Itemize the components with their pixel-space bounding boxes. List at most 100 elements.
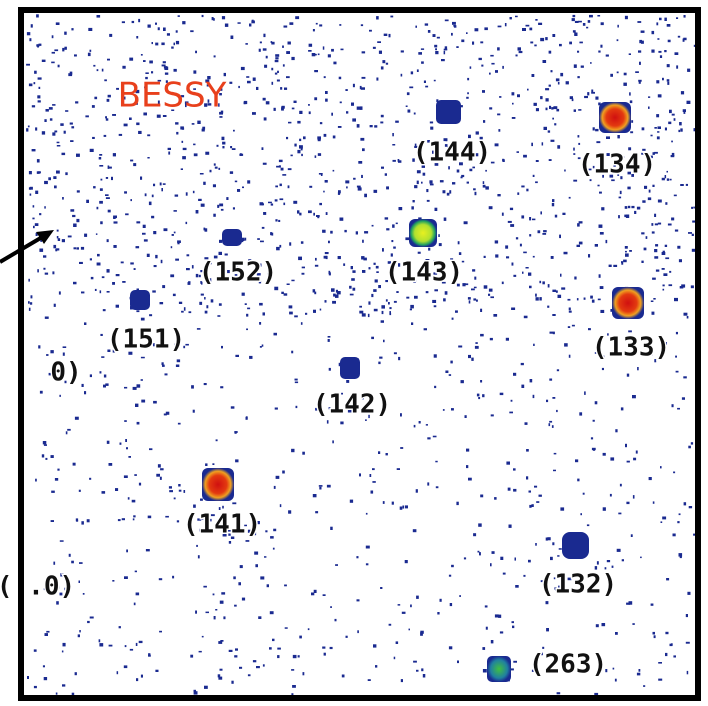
noise-dot: [271, 41, 275, 45]
noise-dot: [232, 502, 237, 505]
noise-dot: [596, 561, 599, 565]
noise-dot: [592, 419, 595, 422]
noise-dot: [513, 468, 516, 471]
noise-dot: [271, 232, 274, 236]
noise-dot: [573, 147, 575, 151]
noise-dot: [113, 215, 117, 219]
noise-dot: [359, 305, 362, 308]
noise-dot: [36, 14, 39, 18]
noise-dot: [500, 556, 504, 560]
noise-dot: [499, 631, 504, 634]
noise-dot: [356, 106, 361, 110]
noise-dot: [41, 131, 46, 135]
noise-dot: [245, 540, 250, 542]
noise-dot: [82, 593, 85, 595]
noise-dot: [489, 72, 491, 75]
noise-dot: [260, 576, 265, 580]
noise-dot: [531, 74, 535, 77]
noise-dot: [474, 191, 477, 196]
noise-dot: [230, 406, 235, 409]
noise-dot: [377, 41, 381, 43]
noise-dot: [458, 252, 462, 255]
noise-dot: [335, 564, 338, 566]
noise-dot: [485, 186, 489, 190]
noise-dot: [545, 88, 550, 91]
noise-dot: [686, 670, 689, 675]
noise-dot: [55, 692, 58, 695]
noise-dot: [228, 533, 231, 536]
noise-dot: [213, 55, 216, 58]
noise-dot: [331, 48, 334, 52]
noise-dot: [67, 428, 71, 431]
noise-dot: [324, 180, 328, 183]
noise-dot: [429, 183, 434, 186]
noise-dot: [232, 207, 235, 210]
noise-dot: [98, 639, 101, 643]
noise-dot: [371, 224, 374, 227]
noise-dot: [341, 674, 345, 678]
noise-dot: [27, 125, 30, 128]
noise-dot: [257, 238, 260, 240]
noise-dot: [380, 587, 383, 589]
noise-dot: [461, 39, 465, 43]
noise-dot: [519, 243, 522, 247]
noise-dot: [668, 284, 673, 287]
noise-dot: [160, 468, 164, 471]
noise-dot: [473, 188, 476, 191]
noise-dot: [632, 495, 635, 499]
noise-dot: [361, 397, 364, 400]
noise-dot: [490, 161, 495, 164]
spot: [130, 290, 150, 310]
noise-dot: [594, 352, 597, 354]
noise-dot: [555, 290, 558, 293]
noise-dot: [678, 553, 683, 557]
noise-dot: [435, 486, 439, 489]
noise-dot: [671, 217, 675, 221]
noise-dot: [512, 625, 515, 629]
noise-dot: [213, 616, 216, 620]
noise-dot: [625, 253, 629, 257]
noise-dot: [656, 114, 660, 118]
spot-label: (144): [413, 138, 491, 168]
noise-dot: [545, 107, 548, 111]
noise-dot: [529, 285, 532, 289]
noise-dot: [182, 156, 186, 160]
noise-dot: [547, 130, 551, 133]
noise-dot: [643, 247, 647, 251]
noise-dot: [108, 463, 113, 466]
noise-dot: [174, 194, 179, 197]
noise-dot: [245, 416, 248, 420]
noise-dot: [583, 297, 586, 300]
noise-dot: [605, 669, 608, 673]
noise-dot: [153, 343, 155, 347]
noise-dot: [620, 407, 624, 411]
noise-dot: [345, 89, 348, 91]
noise-dot: [317, 153, 322, 156]
noise-dot: [325, 91, 328, 94]
noise-dot: [89, 374, 92, 378]
noise-dot: [259, 302, 263, 306]
noise-dot: [368, 267, 371, 270]
noise-dot: [252, 112, 256, 115]
noise-dot: [75, 518, 79, 522]
noise-dot: [489, 337, 493, 341]
noise-dot: [568, 196, 571, 199]
noise-dot: [128, 456, 131, 458]
noise-dot: [357, 630, 359, 634]
noise-dot: [361, 256, 365, 260]
noise-dot: [523, 251, 527, 254]
noise-dot: [654, 249, 658, 253]
noise-dot: [484, 605, 488, 608]
noise-dot: [571, 98, 574, 102]
noise-dot: [177, 15, 180, 17]
noise-dot: [456, 169, 460, 173]
noise-dot: [34, 70, 37, 74]
noise-dot: [203, 227, 206, 231]
noise-dot: [602, 507, 606, 511]
noise-dot: [378, 285, 381, 289]
noise-dot: [282, 470, 285, 474]
noise-dot: [301, 153, 303, 157]
noise-dot: [688, 232, 692, 234]
noise-dot: [183, 490, 186, 493]
noise-dot: [378, 50, 382, 54]
